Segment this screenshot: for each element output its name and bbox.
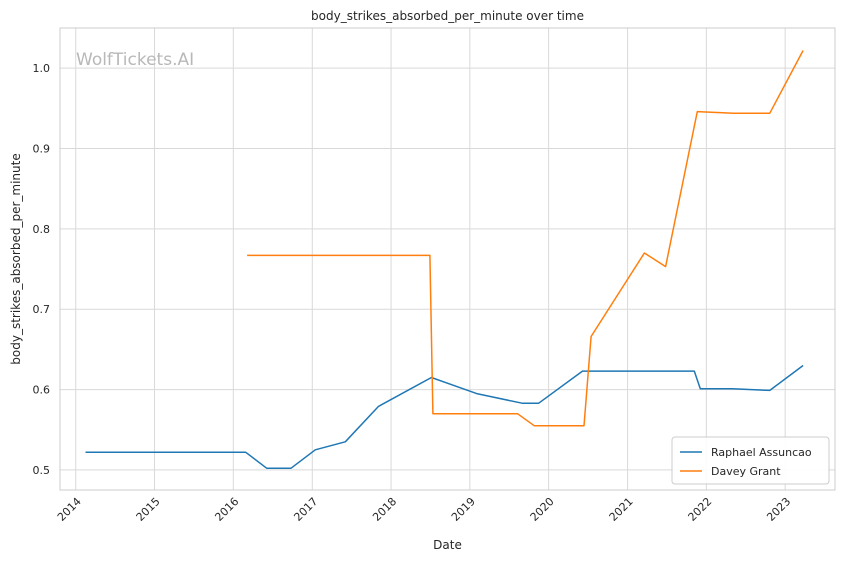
legend-label: Raphael Assuncao <box>711 446 812 459</box>
series-line-1 <box>247 50 804 427</box>
x-axis-label: Date <box>433 538 462 552</box>
y-tick-label: 0.5 <box>33 464 51 477</box>
y-tick-label: 0.9 <box>33 143 51 156</box>
legend: Raphael Assuncao Davey Grant <box>671 436 830 485</box>
y-axis-ticks: 0.5 0.6 0.7 0.8 0.9 1.0 <box>33 62 51 477</box>
legend-label: Davey Grant <box>711 465 781 478</box>
y-axis-label: body_strikes_absorbed_per_minute <box>9 153 23 364</box>
series-lines <box>85 50 804 470</box>
plot-frame <box>59 27 836 491</box>
series-line-0 <box>85 364 804 470</box>
y-tick-label: 1.0 <box>33 62 51 75</box>
legend-box <box>671 436 830 485</box>
y-tick-label: 0.8 <box>33 223 51 236</box>
watermark-text: WolfTickets.AI <box>76 50 194 70</box>
y-tick-label: 0.6 <box>33 384 51 397</box>
chart-title: body_strikes_absorbed_per_minute over ti… <box>311 9 584 23</box>
x-axis-ticks: 2014 2015 2016 2017 2018 2019 2020 2021 2022 2023 <box>55 495 793 524</box>
y-tick-label: 0.7 <box>33 303 51 316</box>
